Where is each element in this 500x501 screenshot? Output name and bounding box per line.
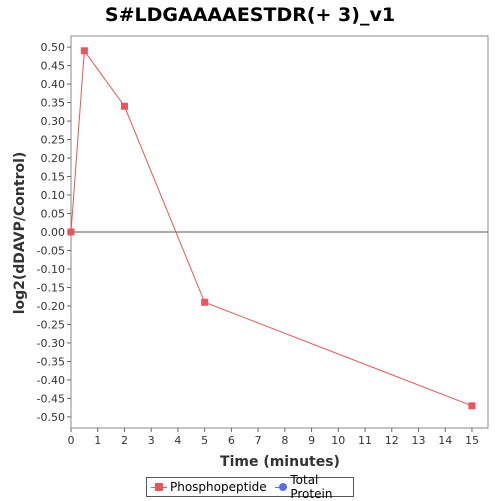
data-point bbox=[468, 402, 476, 410]
legend-item-phosphopeptide: Phosphopeptide bbox=[151, 480, 267, 494]
data-point bbox=[120, 102, 128, 110]
x-tick-label: 13 bbox=[412, 434, 426, 447]
x-tick-label: 5 bbox=[201, 434, 208, 447]
x-tick-label: 2 bbox=[121, 434, 128, 447]
y-tick-label: 0.10 bbox=[41, 189, 66, 202]
x-tick-label: 8 bbox=[281, 434, 288, 447]
x-tick-label: 9 bbox=[308, 434, 315, 447]
y-tick-label: -0.20 bbox=[37, 300, 65, 313]
legend: Phosphopeptide Total Protein bbox=[146, 473, 354, 501]
y-tick-label: -0.15 bbox=[37, 281, 65, 294]
x-tick-label: 15 bbox=[465, 434, 479, 447]
data-point bbox=[80, 47, 88, 55]
y-tick-label: -0.40 bbox=[37, 374, 65, 387]
x-tick-label: 14 bbox=[438, 434, 452, 447]
series-layer bbox=[67, 47, 476, 410]
x-tick-label: 6 bbox=[228, 434, 235, 447]
y-tick-label: 0.25 bbox=[41, 134, 66, 147]
axes-layer: 0.50 0.45 0.40 0.35 0.30 0.25 0.20 0.15 0.10 0.05… bbox=[37, 35, 489, 447]
y-tick-label: 0.35 bbox=[41, 97, 66, 110]
x-tick-label: 0 bbox=[68, 434, 75, 447]
legend-label-phosphopeptide: Phosphopeptide bbox=[170, 480, 267, 494]
legend-item-total-protein: Total Protein bbox=[274, 473, 349, 501]
legend-circle-marker-icon bbox=[274, 482, 288, 492]
y-tick-label: 0.40 bbox=[41, 78, 66, 91]
y-tick-label: 0.30 bbox=[41, 115, 66, 128]
data-point bbox=[67, 228, 75, 236]
y-tick-label: 0.45 bbox=[41, 60, 66, 73]
y-tick-label: 0.20 bbox=[41, 152, 66, 165]
y-tick-label: -0.50 bbox=[37, 411, 65, 424]
y-axis-label: log2(dDAVP/Control) bbox=[12, 152, 28, 315]
y-tick-label: 0.05 bbox=[41, 208, 66, 221]
y-tick-label: -0.30 bbox=[37, 337, 65, 350]
x-tick-label: 12 bbox=[385, 434, 399, 447]
y-tick-label: -0.05 bbox=[37, 244, 65, 257]
y-tick-label: -0.45 bbox=[37, 392, 65, 405]
y-tick-label: 0.50 bbox=[41, 41, 66, 54]
x-tick-label: 7 bbox=[255, 434, 262, 447]
x-tick-label: 1 bbox=[94, 434, 101, 447]
data-point bbox=[201, 298, 209, 306]
y-tick-label: -0.35 bbox=[37, 355, 65, 368]
legend-label-total-protein: Total Protein bbox=[290, 473, 333, 501]
x-axis-label: Time (minutes) bbox=[220, 454, 340, 470]
y-tick-label: 0.00 bbox=[41, 226, 66, 239]
x-tick-label: 3 bbox=[148, 434, 155, 447]
y-tick-label: -0.10 bbox=[37, 263, 65, 276]
y-tick-label: -0.25 bbox=[37, 318, 65, 331]
x-tick-label: 10 bbox=[331, 434, 345, 447]
x-tick-label: 11 bbox=[358, 434, 372, 447]
chart-title: S#LDGAAAAESTDR(+ 3)_v1 bbox=[104, 4, 396, 26]
y-tick-label: 0.15 bbox=[41, 171, 66, 184]
legend-square-marker-icon bbox=[151, 482, 167, 492]
x-tick-label: 4 bbox=[174, 434, 181, 447]
